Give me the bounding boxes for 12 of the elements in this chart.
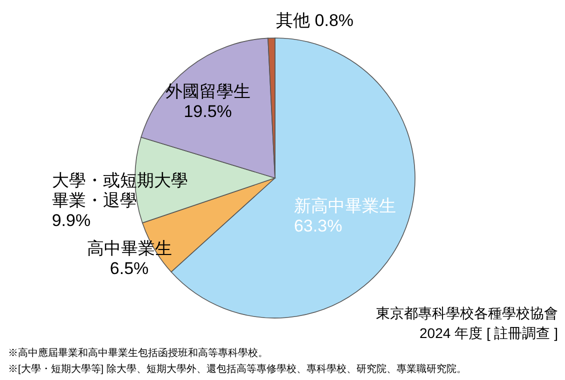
text: 東京都專科學校各種學校協會 [376, 305, 558, 321]
slice-label: 新高中畢業生 [294, 196, 396, 216]
data-label: 9.9% [52, 211, 91, 230]
slice-label: 高中畢業生 [86, 238, 172, 258]
text: 2024 年度 [ 註冊調查 ] [420, 325, 558, 341]
slice-label: 其他 0.8% [276, 11, 354, 30]
data-label: 19.5% [184, 102, 232, 121]
data-label: 6.5% [110, 258, 149, 278]
data-label: 63.3% [294, 216, 342, 236]
slice-label: 外國留學生 [165, 82, 250, 101]
text: ※[大學・短期大學等] 除大學、短期大學外、還包括高等專修學校、專科學校、研究院、專業職研究院。 [8, 363, 466, 375]
text: ※高中應屆畢業和高中畢業生包括函授班和高等專科學校。 [8, 347, 268, 359]
